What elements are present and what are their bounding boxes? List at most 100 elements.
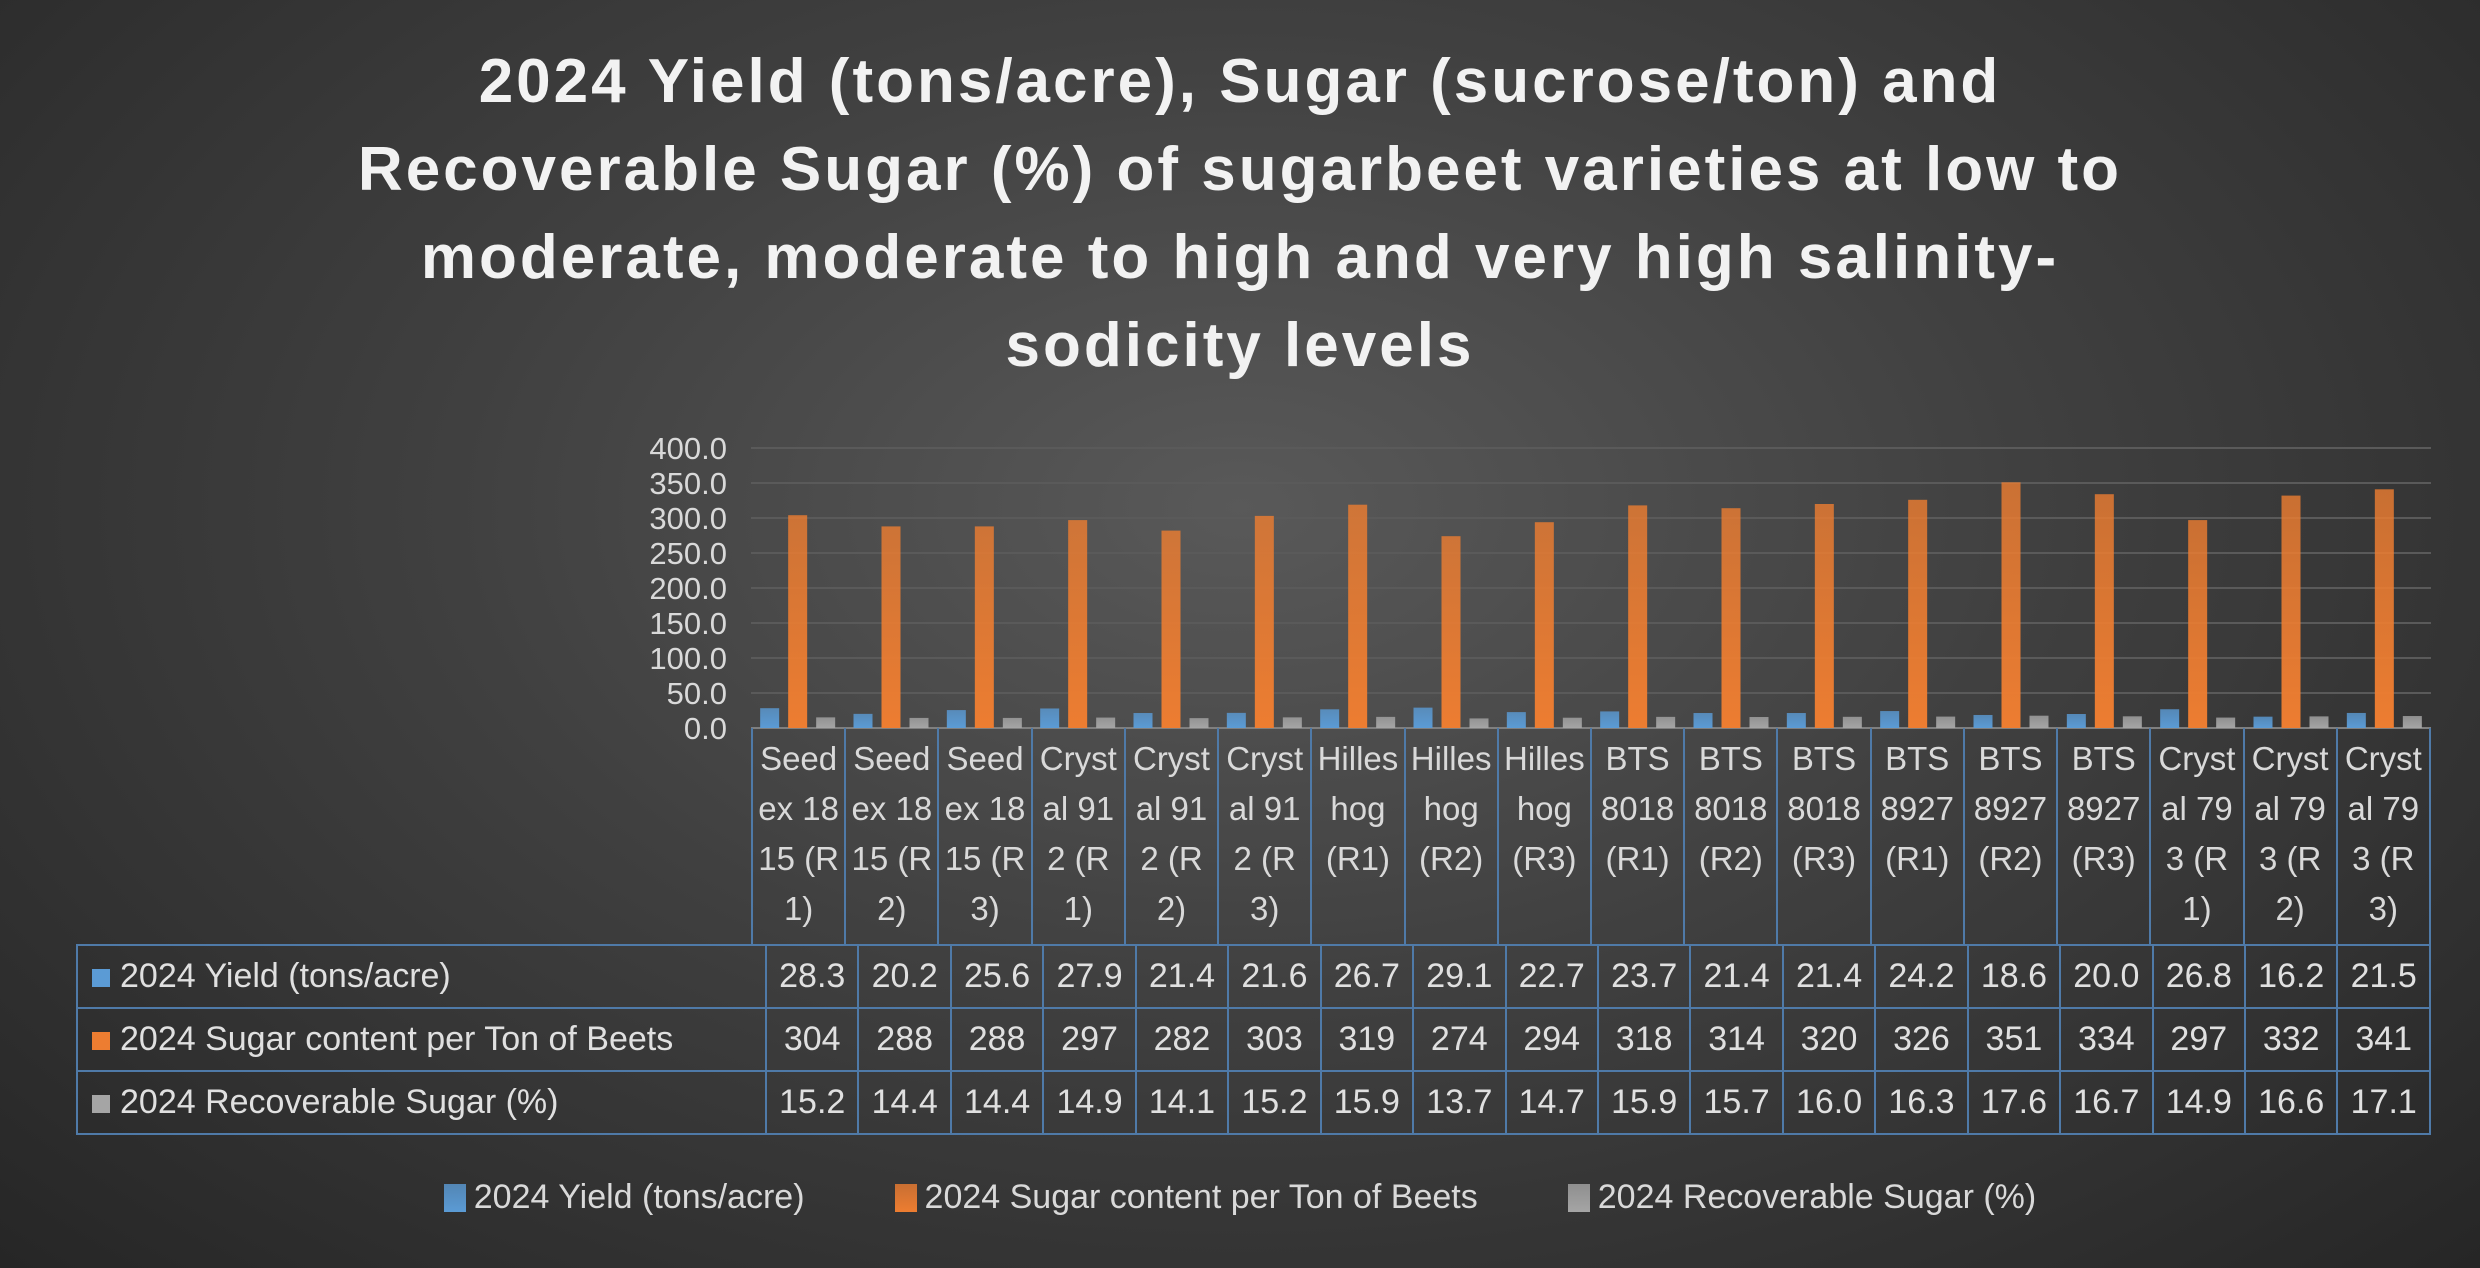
bar-recoverable bbox=[2029, 715, 2049, 728]
bar-recoverable bbox=[1376, 716, 1396, 728]
series-name: 2024 Yield (tons/acre) bbox=[120, 957, 451, 995]
bar-recoverable bbox=[2402, 716, 2422, 728]
table-cell: 18.6 bbox=[1966, 944, 2062, 1009]
bar-recoverable bbox=[1936, 716, 1956, 728]
table-cell: 17.6 bbox=[1966, 1070, 2062, 1135]
bar-sugar bbox=[788, 515, 808, 728]
category-label: Hilleshog (R3) bbox=[1496, 728, 1590, 944]
bar-recoverable bbox=[1189, 718, 1209, 728]
bar-yield bbox=[2346, 712, 2366, 728]
table-cell: 341 bbox=[2336, 1007, 2431, 1072]
table-cell: 351 bbox=[1966, 1007, 2062, 1072]
category-label: BTS 8927 (R3) bbox=[2056, 728, 2149, 944]
category-label: Crystal 793 (R2) bbox=[2242, 728, 2336, 944]
bar-sugar bbox=[881, 526, 901, 728]
bar-recoverable bbox=[2122, 716, 2142, 728]
bar-recoverable bbox=[1002, 717, 1022, 728]
table-series-label: 2024 Yield (tons/acre) bbox=[76, 944, 767, 1009]
legend-key-icon bbox=[92, 1032, 110, 1051]
table-row: 2024 Recoverable Sugar (%) 15.2 14.4 14.4 14… bbox=[76, 1070, 2431, 1135]
table-cell: 16.0 bbox=[1781, 1070, 1877, 1135]
bar-recoverable bbox=[909, 717, 929, 728]
table-cell: 297 bbox=[2151, 1007, 2247, 1072]
title-line: sodicity levels bbox=[1005, 311, 1475, 380]
title-line: moderate, moderate to high and very high… bbox=[420, 223, 2060, 292]
category-label: BTS 8927 (R2) bbox=[1962, 728, 2056, 944]
bar-yield bbox=[946, 710, 966, 728]
table-cell: 14.9 bbox=[2151, 1070, 2247, 1135]
table-cell: 16.6 bbox=[2243, 1070, 2339, 1135]
bar-sugar bbox=[1534, 522, 1554, 728]
table-cell: 26.7 bbox=[1319, 944, 1415, 1009]
table-cell: 14.4 bbox=[949, 1070, 1045, 1135]
table-cell: 16.2 bbox=[2243, 944, 2339, 1009]
bar-sugar bbox=[2374, 489, 2394, 728]
table-cell: 23.7 bbox=[1596, 944, 1692, 1009]
y-tick-label: 50.0 bbox=[667, 676, 727, 711]
table-cell: 16.7 bbox=[2059, 1070, 2154, 1135]
table-cell: 288 bbox=[949, 1007, 1045, 1072]
legend-key-icon bbox=[92, 1095, 110, 1114]
bar-recoverable bbox=[1562, 717, 1582, 728]
bar-yield bbox=[1506, 712, 1526, 728]
bar-sugar bbox=[2188, 520, 2208, 728]
table-cell: 21.4 bbox=[1689, 944, 1784, 1009]
legend-item: 2024 Sugar content per Ton of Beets bbox=[894, 1178, 1478, 1217]
y-tick-label: 150.0 bbox=[649, 606, 727, 641]
bar-recoverable bbox=[1656, 716, 1676, 728]
y-tick-label: 200.0 bbox=[649, 571, 727, 606]
table-cell: 29.1 bbox=[1412, 944, 1507, 1009]
category-label: Crystal 912 (R3) bbox=[1217, 728, 1310, 944]
table-cell: 15.9 bbox=[1596, 1070, 1692, 1135]
category-label: Crystal 912 (R1) bbox=[1030, 728, 1124, 944]
table-cell: 20.0 bbox=[2059, 944, 2154, 1009]
bar-yield bbox=[2160, 709, 2180, 728]
series-name: 2024 Sugar content per Ton of Beets bbox=[120, 1020, 674, 1058]
bar-recoverable bbox=[2309, 716, 2329, 728]
table-cell: 16.3 bbox=[1874, 1070, 1969, 1135]
chart-title: 2024 Yield (tons/acre), Sugar (sucrose/t… bbox=[240, 38, 2240, 390]
table-cell: 14.9 bbox=[1042, 1070, 1137, 1135]
bar-yield bbox=[1226, 712, 1246, 728]
bar-yield bbox=[1973, 714, 1993, 728]
table-cell: 17.1 bbox=[2336, 1070, 2431, 1135]
bar-yield bbox=[1786, 713, 1806, 728]
legend-label: 2024 Yield (tons/acre) bbox=[473, 1178, 805, 1216]
table-cell: 15.2 bbox=[764, 1070, 860, 1135]
table-cell: 15.9 bbox=[1319, 1070, 1415, 1135]
category-label: Hilleshog (R2) bbox=[1403, 728, 1497, 944]
table-cell: 297 bbox=[1042, 1007, 1137, 1072]
category-label: BTS 8018 (R3) bbox=[1776, 728, 1869, 944]
table-cell: 303 bbox=[1227, 1007, 1322, 1072]
bar-sugar bbox=[1721, 508, 1741, 728]
category-label: BTS 8018 (R2) bbox=[1683, 728, 1776, 944]
table-series-label: 2024 Recoverable Sugar (%) bbox=[76, 1070, 767, 1135]
table-cell: 26.8 bbox=[2151, 944, 2247, 1009]
bar-recoverable bbox=[2216, 717, 2236, 728]
y-tick-label: 350.0 bbox=[649, 466, 727, 501]
bar-sugar bbox=[1908, 499, 1928, 728]
table-cell: 314 bbox=[1689, 1007, 1784, 1072]
category-label: Seedex 1815 (R3) bbox=[937, 728, 1030, 944]
legend-label: 2024 Recoverable Sugar (%) bbox=[1597, 1178, 2037, 1216]
table-cell: 318 bbox=[1596, 1007, 1692, 1072]
bar-yield bbox=[1133, 713, 1153, 728]
bar-sugar bbox=[1348, 504, 1368, 728]
table-series-label: 2024 Sugar content per Ton of Beets bbox=[76, 1007, 767, 1072]
series-name: 2024 Recoverable Sugar (%) bbox=[120, 1083, 559, 1121]
bar-sugar bbox=[1628, 505, 1648, 728]
category-label: Hilleshog (R1) bbox=[1310, 728, 1403, 944]
bar-yield bbox=[1880, 711, 1900, 728]
table-cell: 14.1 bbox=[1134, 1070, 1230, 1135]
title-line: Recoverable Sugar (%) of sugarbeet varie… bbox=[357, 135, 2123, 204]
category-label: BTS 8927 (R1) bbox=[1869, 728, 1963, 944]
table-cell: 13.7 bbox=[1412, 1070, 1507, 1135]
table-cell: 319 bbox=[1319, 1007, 1415, 1072]
table-cell: 282 bbox=[1134, 1007, 1230, 1072]
table-cell: 22.7 bbox=[1504, 944, 1599, 1009]
category-axis: Seedex 1815 (R1) Seedex 1815 (R2) Seedex 1… bbox=[751, 728, 2431, 944]
bar-sugar bbox=[974, 526, 994, 728]
bar-sugar bbox=[1161, 530, 1181, 728]
category-label: Crystal 793 (R1) bbox=[2149, 728, 2242, 944]
legend-swatch-icon bbox=[894, 1183, 917, 1212]
